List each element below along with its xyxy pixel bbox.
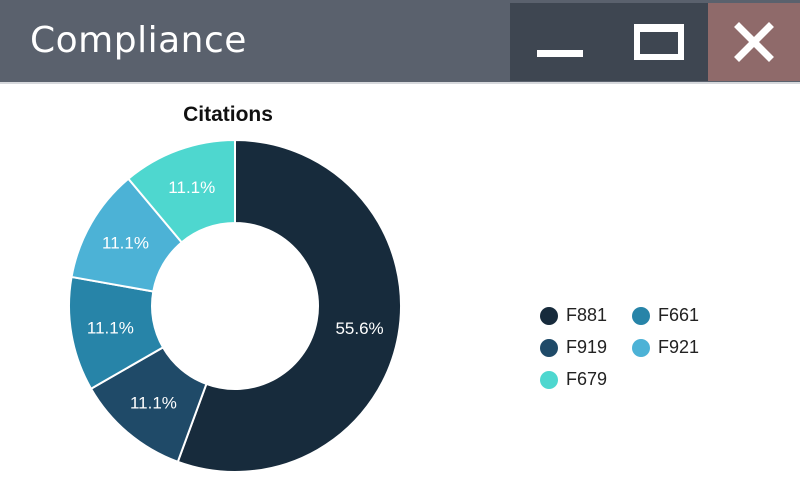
slice-label-f919: 11.1%	[130, 394, 177, 413]
slice-label-f881: 55.6%	[335, 319, 383, 338]
slice-label-f921: 11.1%	[102, 234, 149, 253]
maximize-icon	[633, 24, 684, 60]
legend-label: F919	[566, 337, 608, 357]
minimize-icon	[536, 49, 583, 57]
legend-label: F679	[566, 369, 608, 389]
chart-title: Citations	[183, 103, 273, 126]
title-bar[interactable]: Compliance	[0, 0, 800, 84]
legend-item-f919[interactable]: F919	[540, 337, 607, 358]
window-controls	[510, 3, 800, 81]
legend-marker	[540, 370, 558, 389]
legend-item-f661[interactable]: F661	[632, 305, 699, 326]
legend-label: F661	[658, 305, 700, 325]
donut-slice-f679[interactable]	[126, 138, 236, 244]
legend-marker	[540, 306, 558, 325]
close-icon	[734, 22, 774, 62]
legend-item-f921[interactable]: F921	[632, 337, 699, 358]
close-button[interactable]	[708, 3, 800, 81]
window-title: Compliance	[30, 20, 247, 61]
legend-label: F881	[566, 305, 608, 325]
maximize-button[interactable]	[609, 3, 708, 81]
legend-marker	[632, 306, 650, 325]
slice-label-f679: 11.1%	[168, 178, 215, 197]
legend-marker	[632, 338, 650, 357]
legend-marker	[540, 338, 558, 357]
minimize-button[interactable]	[510, 3, 609, 81]
chart-legend: F881 F661 F919 F921 F679	[540, 305, 740, 395]
legend-label: F921	[658, 337, 700, 357]
legend-item-f881[interactable]: F881	[540, 305, 607, 326]
legend-item-f679[interactable]: F679	[540, 369, 607, 390]
slice-label-f661: 11.1%	[87, 319, 134, 338]
citations-donut-chart: 55.6% 11.1% 11.1% 11.1% 11.1%	[68, 138, 402, 473]
donut-slice-f881[interactable]	[176, 138, 402, 473]
